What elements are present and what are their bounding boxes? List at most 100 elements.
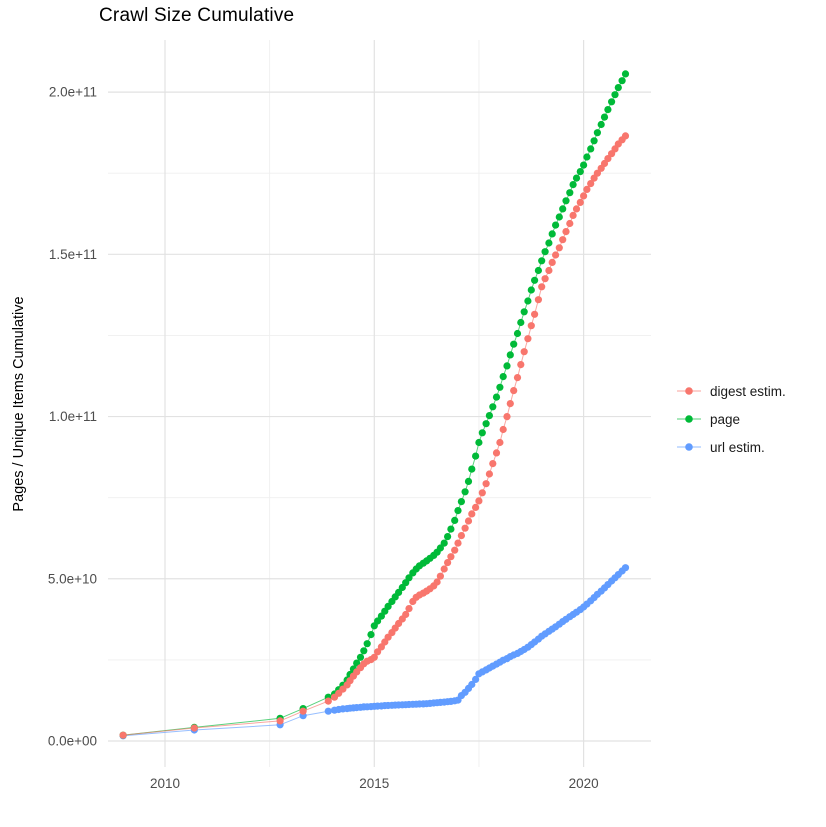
data-point bbox=[566, 189, 574, 197]
data-point bbox=[506, 351, 514, 359]
data-point bbox=[190, 724, 198, 732]
y-tick-label: 5.0e+10 bbox=[48, 571, 97, 586]
data-point bbox=[478, 489, 486, 497]
data-point bbox=[436, 572, 444, 580]
data-point bbox=[503, 362, 511, 370]
y-tick-label: 1.5e+11 bbox=[49, 247, 97, 262]
data-point bbox=[510, 340, 518, 348]
legend-key-line-dot-icon bbox=[677, 443, 701, 451]
data-point bbox=[324, 707, 332, 715]
data-point bbox=[464, 477, 473, 485]
data-point bbox=[534, 266, 543, 275]
data-point bbox=[527, 286, 535, 294]
data-point bbox=[541, 248, 549, 256]
data-point bbox=[444, 559, 452, 567]
data-point bbox=[496, 438, 504, 447]
data-point bbox=[468, 680, 476, 689]
legend-label: url estim. bbox=[710, 439, 765, 455]
data-point bbox=[520, 308, 528, 316]
series-digest-estim- bbox=[119, 132, 630, 739]
data-point bbox=[440, 565, 448, 573]
data-point bbox=[485, 412, 493, 420]
data-point bbox=[611, 91, 619, 99]
data-point bbox=[572, 205, 581, 213]
data-point bbox=[562, 228, 570, 236]
data-point bbox=[569, 211, 577, 219]
legend-item-url-estim: url estim. bbox=[676, 433, 786, 461]
data-point bbox=[447, 525, 455, 533]
data-point bbox=[472, 503, 480, 511]
y-tick-label: 1.0e+11 bbox=[49, 409, 97, 424]
data-point bbox=[464, 517, 473, 525]
data-point bbox=[489, 460, 497, 468]
data-point bbox=[324, 697, 332, 705]
data-point bbox=[517, 318, 525, 327]
data-point bbox=[395, 588, 403, 597]
data-point bbox=[562, 197, 570, 205]
data-point bbox=[374, 648, 382, 656]
data-point bbox=[461, 524, 469, 532]
data-point bbox=[583, 185, 591, 193]
data-point bbox=[478, 429, 486, 437]
data-point bbox=[451, 546, 459, 554]
data-point bbox=[451, 516, 459, 525]
data-point bbox=[436, 544, 444, 552]
tick-labels: 0.0e+00 5.0e+10 1.0e+11 1.5e+11 2.0e+11 2010 2… bbox=[48, 85, 599, 791]
data-point bbox=[517, 361, 525, 369]
data-point bbox=[534, 296, 543, 304]
data-point bbox=[531, 310, 539, 318]
data-point bbox=[482, 420, 490, 428]
data-point bbox=[485, 470, 493, 478]
data-point bbox=[468, 510, 476, 518]
data-point bbox=[499, 425, 507, 434]
data-point bbox=[457, 532, 465, 540]
data-point bbox=[496, 383, 504, 391]
data-point bbox=[444, 533, 452, 541]
data-point bbox=[299, 707, 307, 715]
legend-key-line-dot-icon bbox=[677, 415, 701, 423]
data-point bbox=[360, 647, 368, 655]
data-point bbox=[545, 266, 553, 275]
data-point bbox=[402, 610, 410, 619]
data-point bbox=[447, 553, 455, 561]
data-point bbox=[555, 213, 563, 221]
data-point bbox=[524, 335, 532, 343]
data-point bbox=[604, 155, 612, 163]
data-point bbox=[503, 413, 511, 421]
data-point bbox=[119, 731, 127, 739]
data-point bbox=[492, 449, 501, 457]
data-point bbox=[593, 169, 602, 177]
data-point bbox=[384, 602, 392, 611]
data-point bbox=[587, 145, 595, 153]
data-point bbox=[559, 205, 567, 213]
data-point bbox=[440, 539, 448, 547]
data-point bbox=[356, 653, 365, 661]
gridlines bbox=[108, 40, 651, 767]
data-point bbox=[506, 400, 514, 408]
chart-title: Crawl Size Cumulative bbox=[99, 5, 295, 26]
data-point bbox=[576, 168, 584, 176]
data-point bbox=[492, 393, 501, 401]
y-axis-title: Pages / Unique Items Cumulative bbox=[11, 296, 27, 512]
data-point bbox=[590, 137, 598, 145]
data-point bbox=[618, 77, 626, 85]
data-point bbox=[548, 230, 556, 238]
data-point bbox=[593, 129, 602, 137]
series-url-estim- bbox=[119, 564, 630, 740]
data-point bbox=[475, 438, 483, 447]
legend-label: page bbox=[710, 411, 741, 427]
data-point bbox=[614, 84, 622, 92]
data-point bbox=[597, 120, 605, 129]
data-point bbox=[513, 329, 522, 338]
data-point bbox=[572, 174, 581, 182]
data-point bbox=[482, 480, 490, 488]
data-point bbox=[457, 498, 465, 506]
legend-label: digest estim. bbox=[710, 383, 786, 399]
x-tick-label: 2020 bbox=[569, 776, 599, 791]
data-point bbox=[569, 181, 577, 189]
data-point bbox=[552, 221, 560, 229]
data-point bbox=[576, 198, 584, 206]
data-point bbox=[600, 113, 609, 121]
data-point bbox=[552, 251, 560, 259]
